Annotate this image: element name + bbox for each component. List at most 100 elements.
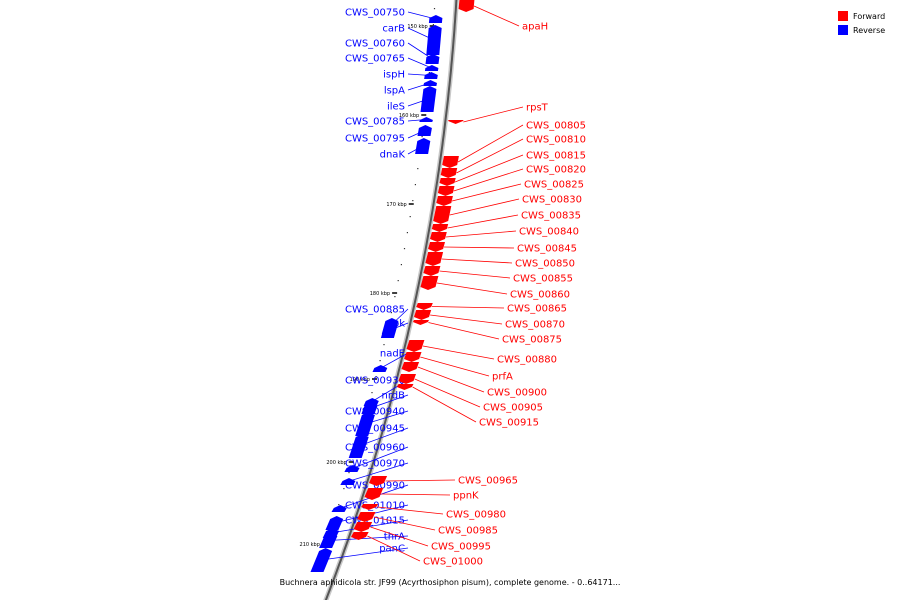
minor-tick xyxy=(338,504,340,506)
reverse-gene-label: ileS xyxy=(387,102,405,113)
reverse-gene-label: nadE xyxy=(380,349,405,360)
forward-leader xyxy=(444,246,515,249)
reverse-leader xyxy=(351,446,409,469)
reverse-gene xyxy=(325,516,344,530)
tick-label: 180 kbp xyxy=(370,291,390,297)
reverse-gene-label: CWS_00970 xyxy=(345,459,405,470)
reverse-gene-label: dnaK xyxy=(380,150,406,161)
reverse-gene-label: carB xyxy=(382,24,405,35)
forward-gene-label: CWS_00900 xyxy=(487,388,547,399)
forward-gene-label: CWS_00835 xyxy=(521,211,581,222)
forward-gene-label: CWS_00810 xyxy=(526,135,586,146)
forward-leader xyxy=(420,356,490,377)
reverse-leader xyxy=(407,11,436,20)
reverse-gene-label: CWS_00760 xyxy=(345,39,405,50)
reverse-gene xyxy=(310,548,333,572)
reverse-gene xyxy=(340,478,356,485)
reverse-gene-label: CWS_00990 xyxy=(345,481,405,492)
forward-gene-label: CWS_00860 xyxy=(510,290,570,301)
forward-leader xyxy=(431,306,505,309)
forward-swatch xyxy=(838,11,848,21)
forward-leader xyxy=(456,138,524,174)
reverse-leader xyxy=(407,57,432,69)
forward-leader xyxy=(441,258,513,264)
reverse-leader xyxy=(407,27,435,41)
forward-gene xyxy=(369,476,388,486)
forward-gene-label: CWS_00965 xyxy=(458,476,518,487)
minor-tick xyxy=(428,72,430,74)
genome-backbone xyxy=(323,0,459,600)
reverse-leader xyxy=(407,42,433,60)
forward-gene xyxy=(448,120,464,124)
forward-gene-label: CWS_00995 xyxy=(431,542,491,553)
reverse-gene-label: CWS_00940 xyxy=(345,407,405,418)
minor-tick xyxy=(400,264,402,266)
reverse-leader xyxy=(407,119,427,122)
forward-gene xyxy=(437,186,455,196)
minor-tick xyxy=(310,584,312,586)
forward-gene-label: apaH xyxy=(522,22,548,33)
forward-gene xyxy=(364,488,384,500)
forward-gene-label: CWS_00830 xyxy=(522,195,582,206)
reverse-swatch xyxy=(838,25,848,35)
reverse-leader xyxy=(379,352,409,369)
forward-gene-label: CWS_00870 xyxy=(505,320,565,331)
forward-gene-label: CWS_00905 xyxy=(483,403,543,414)
forward-gene-label: ppnK xyxy=(453,491,479,502)
forward-gene xyxy=(442,156,459,168)
minor-tick xyxy=(390,312,392,314)
reverse-gene-label: ipk xyxy=(390,319,405,330)
forward-gene xyxy=(423,266,441,276)
forward-gene-label: CWS_00850 xyxy=(515,259,575,270)
forward-leader xyxy=(430,314,503,325)
legend-reverse-label: Reverse xyxy=(853,25,886,35)
minor-tick xyxy=(432,24,434,26)
reverse-gene xyxy=(331,505,347,512)
minor-tick xyxy=(406,232,408,234)
minor-tick xyxy=(375,376,377,378)
minor-tick xyxy=(379,360,381,362)
reverse-leader xyxy=(388,322,409,331)
reverse-leader xyxy=(358,427,409,447)
forward-gene xyxy=(430,232,447,242)
forward-leader xyxy=(373,516,436,531)
tick-label: 150 kbp xyxy=(407,24,427,30)
reverse-leader xyxy=(321,547,409,561)
reverse-gene-label: CWS_00945 xyxy=(345,424,405,435)
reverse-gene xyxy=(380,323,398,338)
reverse-leader xyxy=(407,130,425,139)
reverse-gene xyxy=(361,403,378,414)
forward-gene-label: CWS_00875 xyxy=(502,335,562,346)
tick-label: 190 kbp xyxy=(350,377,370,383)
forward-gene xyxy=(396,384,414,390)
forward-leader xyxy=(381,493,451,496)
forward-gene xyxy=(425,252,444,266)
forward-gene-label: CWS_00805 xyxy=(526,121,586,132)
forward-gene xyxy=(353,522,373,532)
reverse-gene-label: CWS_00960 xyxy=(345,443,405,454)
reverse-leader xyxy=(347,462,409,482)
forward-gene-label: CWS_00840 xyxy=(519,227,579,238)
reverse-gene-label: nrdB xyxy=(382,391,406,402)
forward-leader xyxy=(428,322,500,340)
minor-tick xyxy=(433,8,436,10)
forward-gene-label: prfA xyxy=(492,372,513,383)
forward-gene-label: CWS_00865 xyxy=(507,304,567,315)
reverse-gene-label: CWS_00785 xyxy=(345,117,405,128)
reverse-gene xyxy=(423,80,437,86)
reverse-gene-label: ispH xyxy=(383,70,405,81)
legend: Forward Reverse xyxy=(838,9,885,37)
reverse-leader xyxy=(370,379,409,403)
forward-gene xyxy=(401,362,420,372)
forward-gene-label: CWS_00825 xyxy=(524,180,584,191)
reverse-leader xyxy=(369,394,409,409)
reverse-gene-label: CWS_00750 xyxy=(345,8,405,19)
forward-strand-genes: apaH rpsT CWS_00805 CWS_00810 CWS_00815 CWS_0… xyxy=(351,0,586,568)
forward-gene xyxy=(406,340,425,352)
minor-tick xyxy=(343,488,345,490)
reverse-gene-label: CWS_00795 xyxy=(345,134,405,145)
reverse-gene xyxy=(355,412,375,436)
forward-gene xyxy=(439,178,456,186)
tick-label: 170 kbp xyxy=(386,202,406,208)
forward-gene xyxy=(458,0,475,12)
